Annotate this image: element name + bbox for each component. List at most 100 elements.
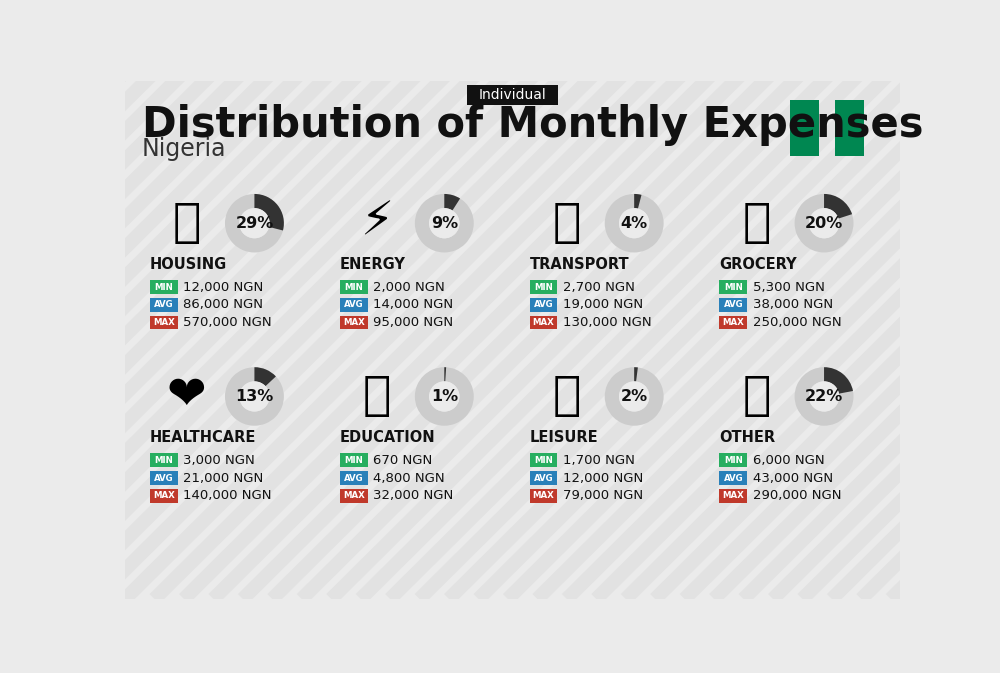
Text: 19,000 NGN: 19,000 NGN <box>563 298 643 312</box>
Text: AVG: AVG <box>724 300 743 310</box>
Text: Nigeria: Nigeria <box>142 137 227 161</box>
Text: 🏢: 🏢 <box>173 201 201 246</box>
Text: MIN: MIN <box>344 283 363 291</box>
Text: Distribution of Monthly Expenses: Distribution of Monthly Expenses <box>142 104 924 147</box>
Wedge shape <box>795 367 854 426</box>
Circle shape <box>239 208 270 238</box>
Text: 1,700 NGN: 1,700 NGN <box>563 454 635 467</box>
FancyBboxPatch shape <box>340 280 368 294</box>
Text: 🛍️: 🛍️ <box>553 374 581 419</box>
FancyBboxPatch shape <box>719 471 747 485</box>
FancyBboxPatch shape <box>150 489 178 503</box>
Text: HOUSING: HOUSING <box>150 256 227 271</box>
Text: 79,000 NGN: 79,000 NGN <box>563 489 643 502</box>
Circle shape <box>239 382 270 412</box>
Text: EDUCATION: EDUCATION <box>340 430 435 445</box>
Text: 🎓: 🎓 <box>363 374 391 419</box>
Text: 14,000 NGN: 14,000 NGN <box>373 298 453 312</box>
Text: 38,000 NGN: 38,000 NGN <box>753 298 833 312</box>
Text: 670 NGN: 670 NGN <box>373 454 432 467</box>
Text: ENERGY: ENERGY <box>340 256 406 271</box>
FancyBboxPatch shape <box>719 489 747 503</box>
Text: MIN: MIN <box>154 456 173 465</box>
Text: AVG: AVG <box>724 474 743 483</box>
FancyBboxPatch shape <box>150 471 178 485</box>
FancyBboxPatch shape <box>530 280 557 294</box>
Text: 5,300 NGN: 5,300 NGN <box>753 281 825 293</box>
FancyBboxPatch shape <box>150 454 178 467</box>
Text: 1%: 1% <box>431 389 458 404</box>
Text: 12,000 NGN: 12,000 NGN <box>563 472 643 485</box>
Text: 570,000 NGN: 570,000 NGN <box>183 316 272 329</box>
Text: TRANSPORT: TRANSPORT <box>530 256 629 271</box>
Wedge shape <box>444 367 446 382</box>
Text: GROCERY: GROCERY <box>719 256 797 271</box>
Text: 6,000 NGN: 6,000 NGN <box>753 454 824 467</box>
FancyBboxPatch shape <box>790 100 819 156</box>
Circle shape <box>429 382 459 412</box>
Text: 4%: 4% <box>621 216 648 231</box>
Text: 130,000 NGN: 130,000 NGN <box>563 316 652 329</box>
Text: ⚡: ⚡ <box>360 201 393 246</box>
Text: AVG: AVG <box>534 300 553 310</box>
Text: MIN: MIN <box>534 283 553 291</box>
FancyBboxPatch shape <box>340 316 368 330</box>
Text: 86,000 NGN: 86,000 NGN <box>183 298 263 312</box>
Wedge shape <box>824 367 853 394</box>
Text: MAX: MAX <box>343 491 364 500</box>
Wedge shape <box>254 367 276 386</box>
FancyBboxPatch shape <box>340 471 368 485</box>
FancyBboxPatch shape <box>719 280 747 294</box>
FancyBboxPatch shape <box>340 298 368 312</box>
FancyBboxPatch shape <box>530 298 557 312</box>
Circle shape <box>809 208 839 238</box>
Text: 4,800 NGN: 4,800 NGN <box>373 472 445 485</box>
FancyBboxPatch shape <box>150 316 178 330</box>
Text: MAX: MAX <box>153 491 175 500</box>
Text: MIN: MIN <box>534 456 553 465</box>
FancyBboxPatch shape <box>530 316 557 330</box>
Text: AVG: AVG <box>534 474 553 483</box>
Text: OTHER: OTHER <box>719 430 776 445</box>
Text: 3,000 NGN: 3,000 NGN <box>183 454 255 467</box>
Text: ❤️: ❤️ <box>167 374 207 419</box>
FancyBboxPatch shape <box>719 454 747 467</box>
Text: MAX: MAX <box>153 318 175 327</box>
Text: 29%: 29% <box>235 216 274 231</box>
Wedge shape <box>634 194 641 209</box>
Circle shape <box>619 382 649 412</box>
FancyBboxPatch shape <box>719 316 747 330</box>
Text: 🛒: 🛒 <box>742 201 771 246</box>
Text: 22%: 22% <box>805 389 843 404</box>
Text: MIN: MIN <box>344 456 363 465</box>
Text: MIN: MIN <box>724 456 743 465</box>
FancyBboxPatch shape <box>530 471 557 485</box>
Wedge shape <box>415 194 474 252</box>
Text: LEISURE: LEISURE <box>530 430 598 445</box>
Wedge shape <box>605 367 664 426</box>
Wedge shape <box>605 194 664 252</box>
Text: 2%: 2% <box>621 389 648 404</box>
FancyBboxPatch shape <box>150 280 178 294</box>
Wedge shape <box>225 194 284 252</box>
FancyBboxPatch shape <box>835 100 864 156</box>
FancyBboxPatch shape <box>340 489 368 503</box>
Text: 43,000 NGN: 43,000 NGN <box>753 472 833 485</box>
Text: 13%: 13% <box>235 389 274 404</box>
Circle shape <box>619 208 649 238</box>
Text: MAX: MAX <box>722 491 744 500</box>
Text: MAX: MAX <box>722 318 744 327</box>
Text: AVG: AVG <box>344 300 363 310</box>
Text: 💰: 💰 <box>742 374 771 419</box>
Wedge shape <box>444 194 460 211</box>
Text: MIN: MIN <box>154 283 173 291</box>
Text: 9%: 9% <box>431 216 458 231</box>
Text: 290,000 NGN: 290,000 NGN <box>753 489 841 502</box>
FancyBboxPatch shape <box>150 298 178 312</box>
Text: 🚌: 🚌 <box>553 201 581 246</box>
Text: AVG: AVG <box>154 474 174 483</box>
Text: 140,000 NGN: 140,000 NGN <box>183 489 272 502</box>
Text: MAX: MAX <box>533 318 554 327</box>
Text: MIN: MIN <box>724 283 743 291</box>
Text: 250,000 NGN: 250,000 NGN <box>753 316 841 329</box>
